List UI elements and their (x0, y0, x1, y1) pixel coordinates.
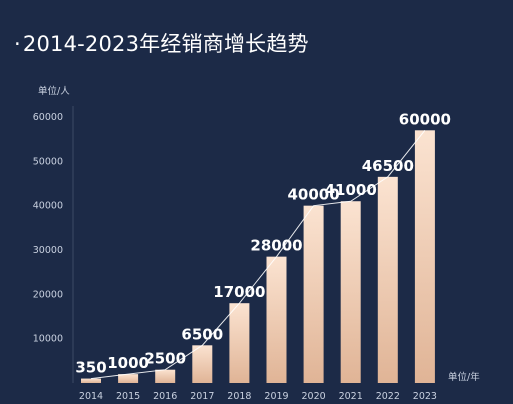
bar-2021 (340, 201, 361, 383)
x-tick-label-2023: 2023 (413, 391, 437, 402)
bar-2017 (192, 345, 213, 383)
x-tick-label-2014: 2014 (79, 391, 103, 402)
x-axis-unit-label: 单位/年 (448, 371, 480, 383)
bar-2018 (229, 303, 250, 383)
data-label-2021: 41000 (325, 181, 377, 199)
x-tick-label-2021: 2021 (339, 391, 363, 402)
data-label-2017: 6500 (181, 325, 223, 343)
y-tick-label: 20000 (33, 289, 63, 300)
y-tick-label: 10000 (33, 334, 63, 345)
bars (81, 130, 435, 383)
y-tick-label: 50000 (33, 156, 63, 167)
chart-title-text: 2014-2023年经销商增长趋势 (22, 32, 309, 56)
data-label-2018: 17000 (213, 283, 265, 301)
bar-2022 (377, 176, 398, 383)
bar-2019 (266, 256, 287, 383)
y-tick-label: 40000 (33, 201, 63, 212)
y-tick-label: 60000 (33, 112, 63, 123)
y-axis-ticks: 10000 20000 30000 40000 50000 60000 (33, 112, 63, 345)
data-label-2023: 60000 (399, 110, 451, 128)
x-tick-label-2015: 2015 (116, 391, 140, 402)
data-label-2019: 28000 (250, 237, 302, 255)
bar-2014 (81, 378, 101, 383)
bar-2016 (155, 369, 176, 383)
bar-2023 (414, 130, 435, 383)
x-tick-label-2022: 2022 (376, 391, 400, 402)
data-label-2015: 1000 (107, 354, 149, 372)
x-tick-label-2018: 2018 (227, 391, 251, 402)
y-tick-label: 30000 (33, 245, 63, 256)
chart-title: ·2014-2023年经销商增长趋势 (14, 28, 309, 58)
data-label-2022: 46500 (362, 157, 414, 175)
bar-2020 (303, 205, 324, 383)
data-label-2016: 2500 (144, 350, 186, 368)
data-label-2014: 350 (75, 359, 106, 377)
title-bullet: · (14, 32, 21, 56)
x-tick-label-2020: 2020 (302, 391, 326, 402)
trend-line (90, 129, 426, 380)
x-axis-ticks: 2014 2015 2016 2017 2018 2019 2020 2021 2022 2023 (79, 391, 437, 402)
x-tick-label-2019: 2019 (264, 391, 288, 402)
data-label-2020: 40000 (288, 186, 340, 204)
x-tick-label-2016: 2016 (153, 391, 177, 402)
y-axis-unit-label: 单位/人 (38, 85, 70, 97)
x-tick-label-2017: 2017 (190, 391, 214, 402)
bar-2015 (118, 374, 139, 383)
